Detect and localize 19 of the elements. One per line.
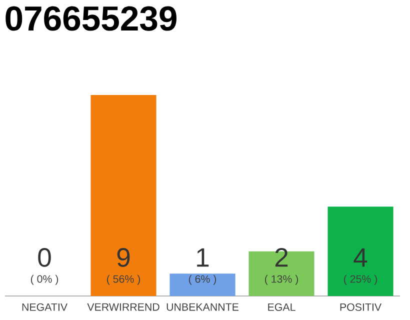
- data-label: 9: [117, 248, 130, 267]
- x-tick-label: EGAL: [268, 303, 296, 311]
- annotation: ( 13% ): [264, 274, 298, 285]
- data-label: 1: [197, 248, 209, 267]
- data-label: 0: [38, 248, 51, 267]
- x-tick-label: NEGATIV: [22, 303, 68, 311]
- chart-title: 076655239: [6, 6, 176, 31]
- annotation: ( 25% ): [344, 274, 378, 285]
- data-label: 2: [275, 248, 288, 267]
- x-tick-label: VERWIRREND: [87, 303, 160, 311]
- x-tick-label: UNBEKANNTE: [166, 303, 238, 311]
- annotation: ( 6% ): [188, 274, 216, 285]
- bar: [328, 206, 394, 296]
- annotation: ( 56% ): [106, 274, 140, 285]
- x-tick-label: POSITIV: [340, 303, 382, 311]
- bar: [90, 94, 156, 296]
- data-label: 4: [354, 248, 368, 267]
- bar: [170, 274, 236, 296]
- annotation: ( 0% ): [30, 274, 58, 285]
